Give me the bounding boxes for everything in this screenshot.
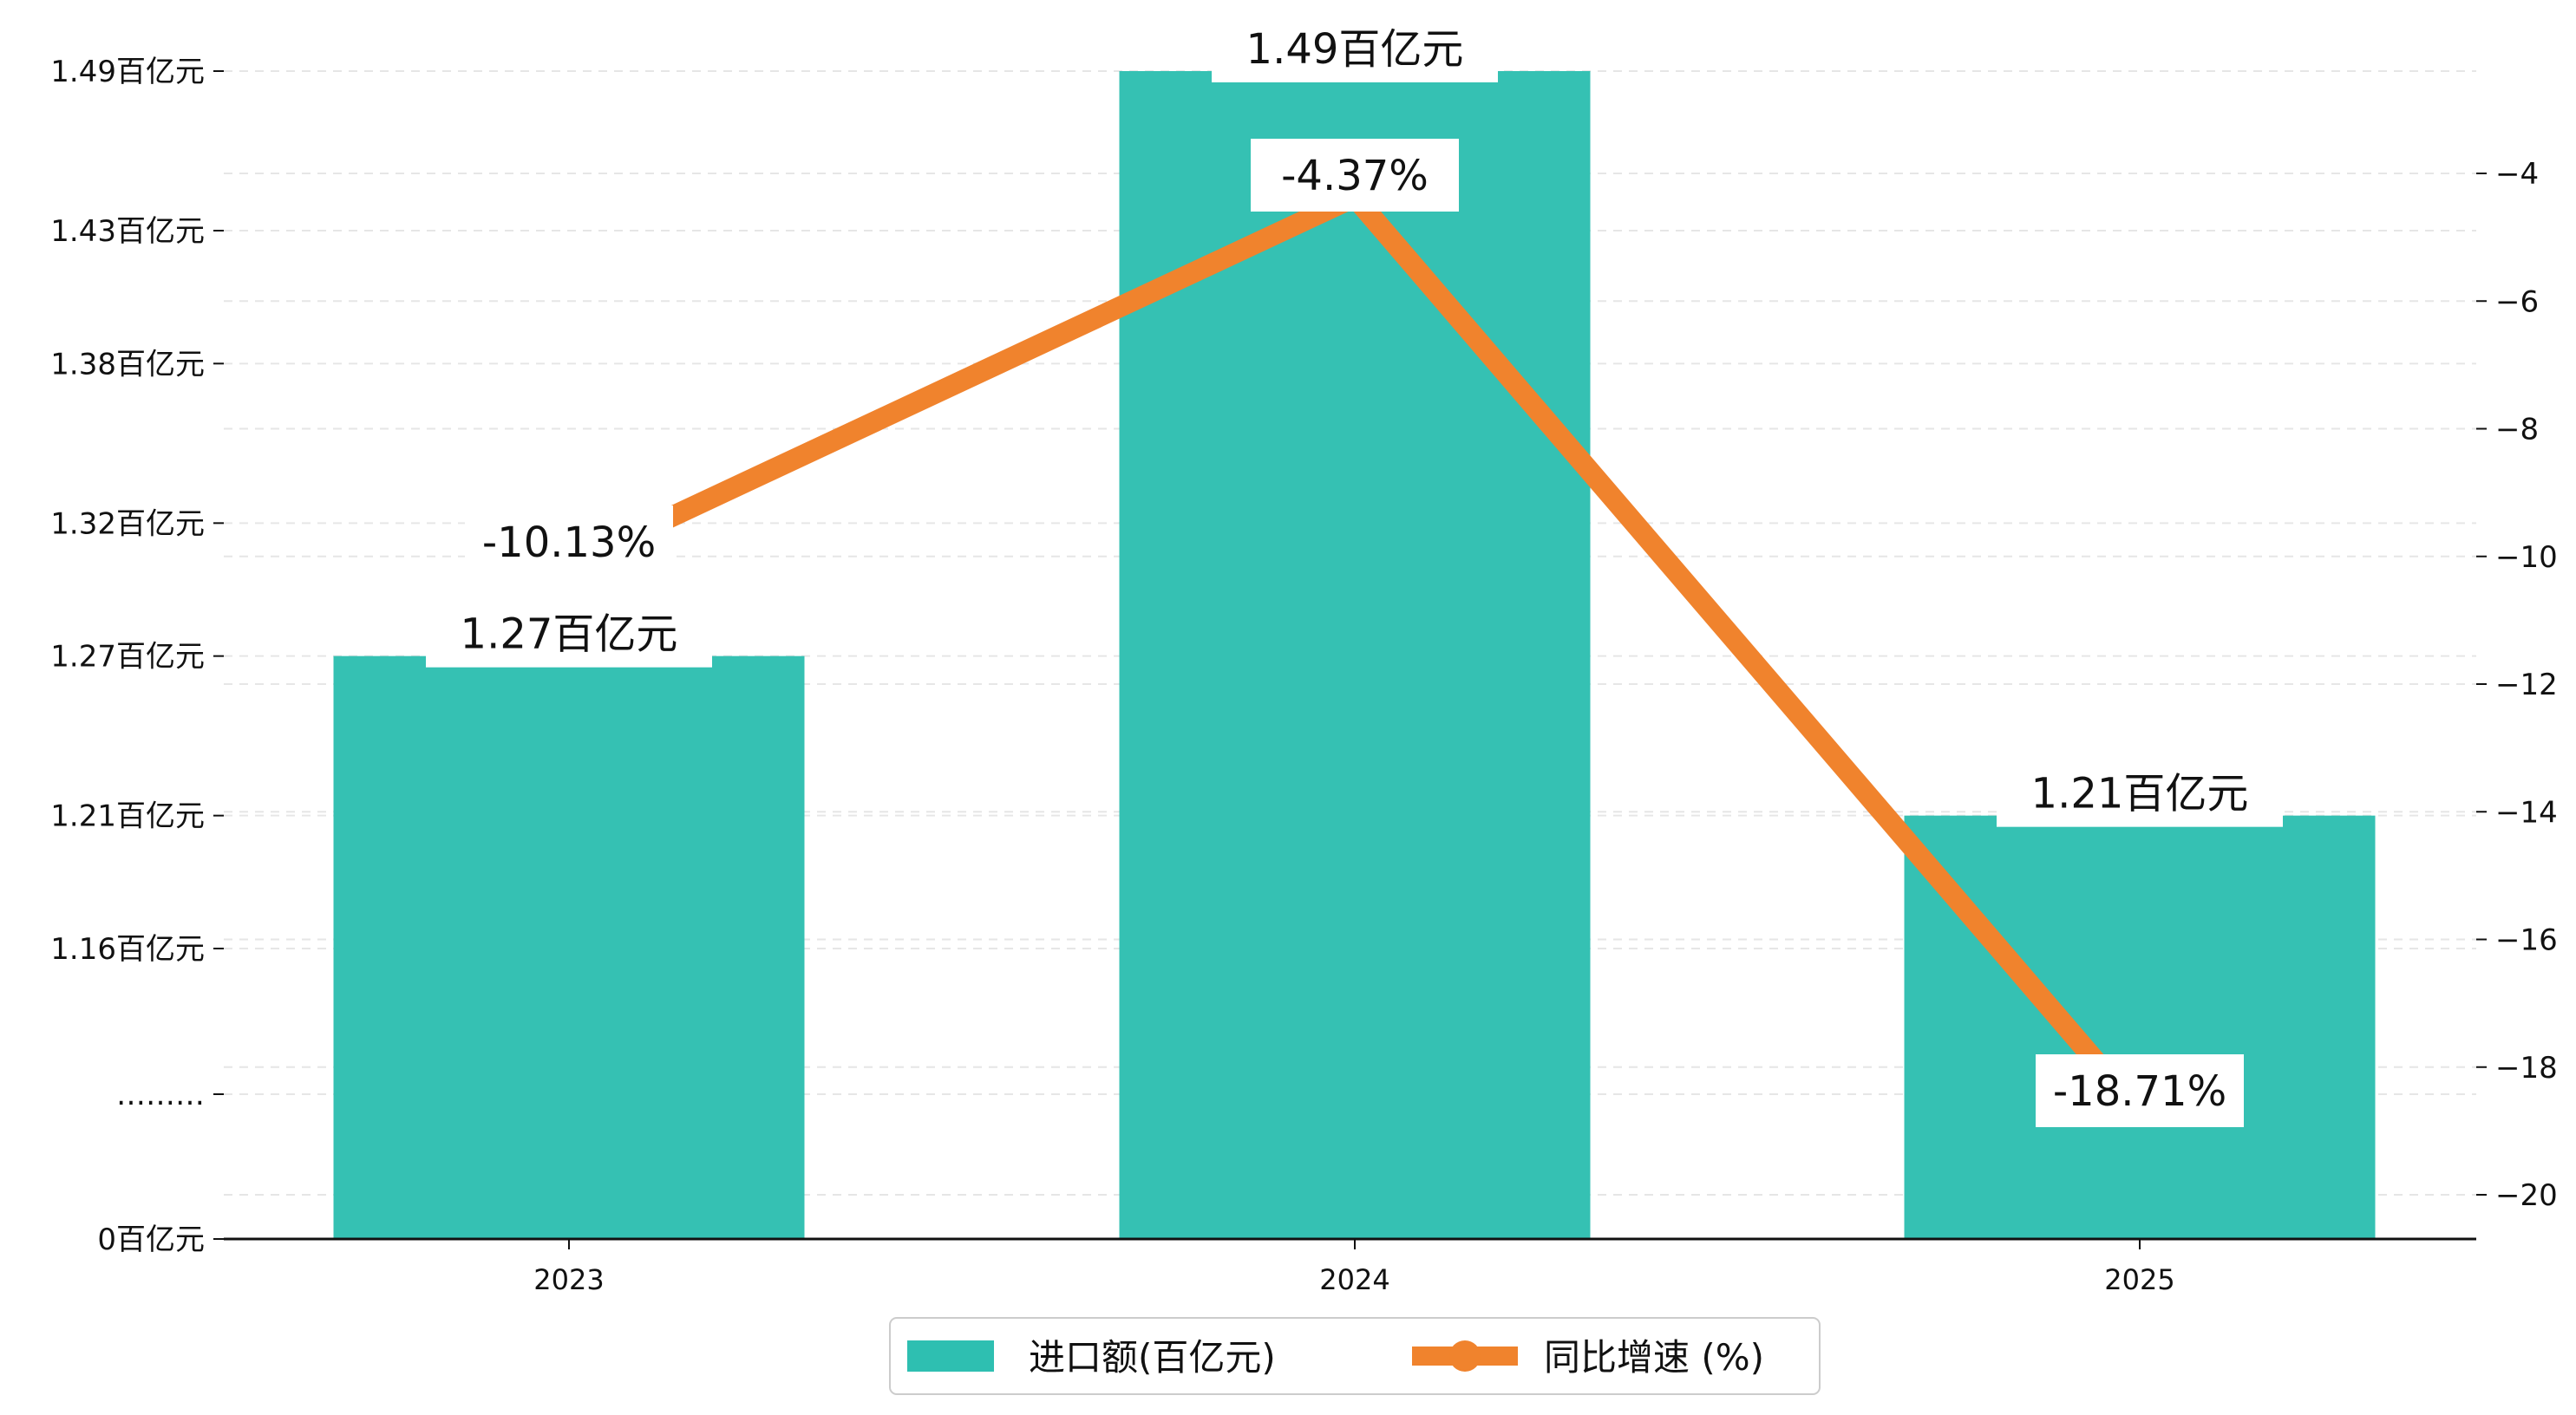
y-right-tick-label: −20 (2495, 1178, 2558, 1213)
line-value-label-2025: -18.71% (2036, 1054, 2244, 1127)
y-left-tick-label: 1.38百亿元 (50, 347, 205, 381)
legend-swatch-marker (1449, 1340, 1481, 1372)
x-tick-label: 2024 (1319, 1263, 1389, 1296)
y-left-tick-label: 1.16百亿元 (50, 932, 205, 967)
y-right-tick-label: −14 (2495, 795, 2558, 830)
x-tick-label: 2023 (533, 1263, 604, 1296)
y-right-tick-label: −16 (2495, 923, 2558, 958)
line-value-label-2023: -10.13% (465, 505, 673, 578)
y-left-tick-label: 1.21百亿元 (50, 799, 205, 834)
bar-value-label-2025-text: 1.21百亿元 (2031, 770, 2249, 818)
line-value-label-2025-box (2036, 1054, 2244, 1127)
y-right-tick-label: −10 (2495, 540, 2558, 575)
bar-value-label-2024-box (1212, 15, 1498, 82)
line-value-label-2024-box (1251, 139, 1459, 212)
bar-value-label-2023-box (426, 599, 712, 668)
line-value-label-2024-text: -4.37% (1281, 152, 1429, 200)
line-value-label-2024: -4.37% (1251, 139, 1459, 212)
bar-value-label-2024: 1.49百亿元 (1212, 15, 1498, 82)
legend-box (889, 1317, 1821, 1395)
y-right-tick-label: −18 (2495, 1051, 2558, 1086)
bar-value-label-2024-text: 1.49百亿元 (1246, 25, 1464, 74)
bar-value-label-2025-box (1997, 759, 2283, 827)
axes: 2023 2024 2025 0百亿元 ……… 1.16百亿元 1.21百亿元 1.27百亿元… (50, 55, 2557, 1296)
line-value-label-2025-text: -18.71% (2053, 1067, 2226, 1116)
bar-2024 (1119, 71, 1591, 1239)
legend-swatch-bar (907, 1340, 994, 1372)
line-value-label-2023-box (465, 505, 673, 578)
x-tick-label: 2025 (2104, 1263, 2174, 1296)
y-left-tick-label: 1.27百亿元 (50, 640, 205, 675)
y-left-tick-label: 1.32百亿元 (50, 506, 205, 541)
data-labels: 1.27百亿元 1.49百亿元 1.21百亿元 -10.13% -4.37% -18.71… (426, 15, 2283, 1127)
bar-value-label-2023-text: 1.27百亿元 (461, 610, 678, 659)
legend-label-line: 同比增速 (%) (1544, 1336, 1764, 1379)
line-value-label-2023-text: -10.13% (482, 518, 656, 567)
y-right-tick-label: −6 (2495, 284, 2539, 319)
bar-2023 (333, 655, 805, 1239)
y-left-tick-label: ……… (116, 1078, 205, 1112)
y-left-tick-label: 0百亿元 (97, 1223, 205, 1257)
bar-value-label-2025: 1.21百亿元 (1997, 759, 2283, 827)
y-right-tick-label: −12 (2495, 668, 2558, 702)
y-left-tick-label: 1.43百亿元 (50, 214, 205, 249)
y-right-tick-label: −8 (2495, 413, 2539, 447)
legend-label-bar: 进口额(百亿元) (1029, 1336, 1276, 1379)
bar-2025 (1904, 815, 2376, 1239)
bar-value-label-2023: 1.27百亿元 (426, 599, 712, 668)
legend: 进口额(百亿元) 同比增速 (%) (889, 1317, 1821, 1395)
y-left-tick-label: 1.49百亿元 (50, 55, 205, 89)
y-right-tick-label: −4 (2495, 157, 2539, 192)
